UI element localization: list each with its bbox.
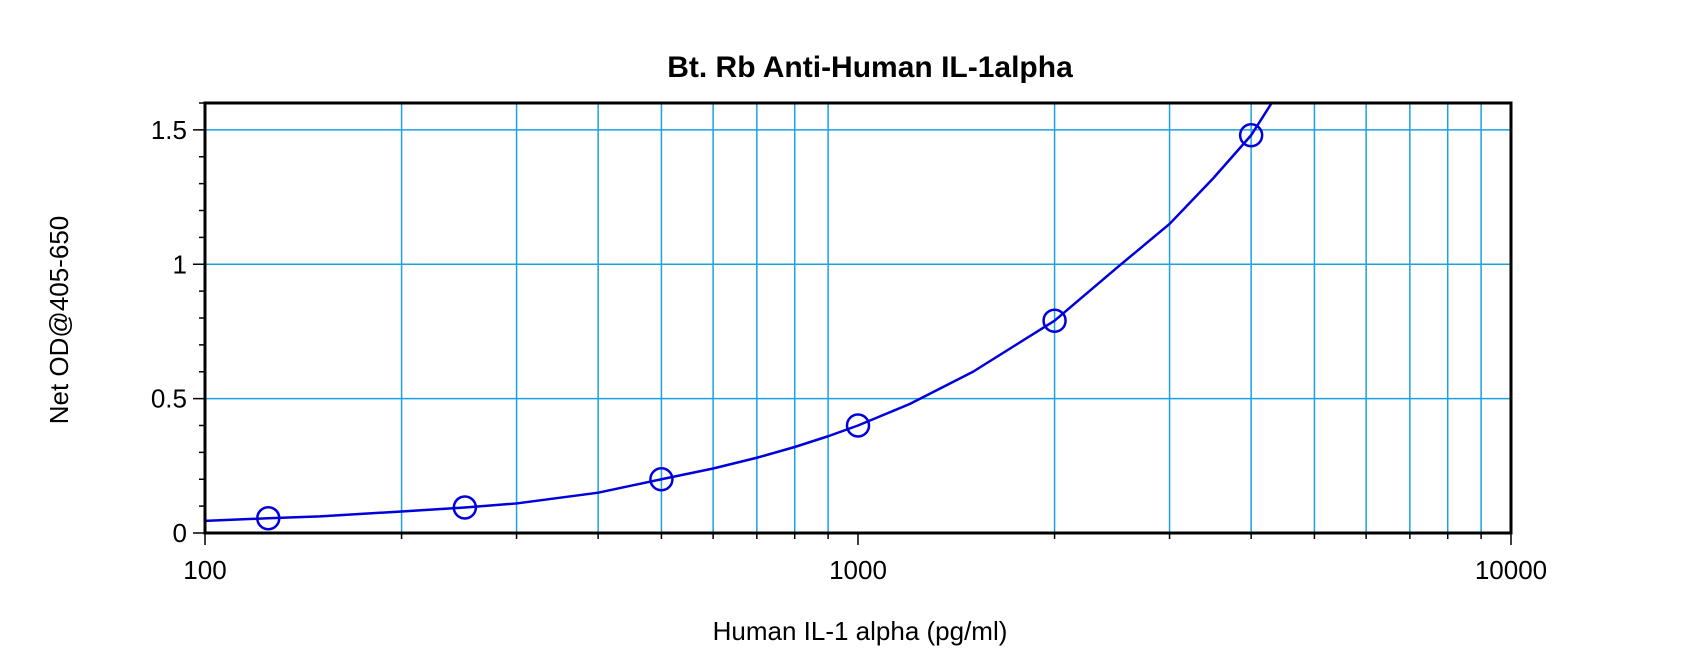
y-tick-label: 1.5 — [151, 115, 187, 145]
data-point — [1042, 308, 1067, 333]
data-point — [1238, 123, 1264, 148]
data-point — [452, 495, 478, 520]
y-tick-label: 1 — [173, 249, 187, 279]
grid-lines — [205, 103, 1511, 533]
data-point — [256, 505, 281, 531]
x-tick-label: 100 — [183, 555, 226, 585]
x-axis-label: Human IL-1 alpha (pg/ml) — [713, 616, 1008, 646]
x-tick-label: 1000 — [829, 555, 887, 585]
fit-curve — [204, 102, 1273, 523]
x-tick-label: 10000 — [1475, 555, 1547, 585]
data-points — [256, 123, 1264, 531]
tick-labels: 100 1000 10000 0 0.5 1 1.5 — [151, 115, 1547, 585]
chart-title: Bt. Rb Anti-Human IL-1alpha — [667, 51, 1073, 84]
y-tick-label: 0.5 — [151, 384, 187, 414]
fit-curve-group — [204, 102, 1273, 523]
data-point — [649, 467, 674, 492]
y-tick-label: 0 — [173, 518, 187, 548]
axis-ticks — [193, 102, 1512, 545]
data-point — [845, 413, 871, 438]
y-axis-label: Net OD@405-650 — [44, 216, 74, 425]
